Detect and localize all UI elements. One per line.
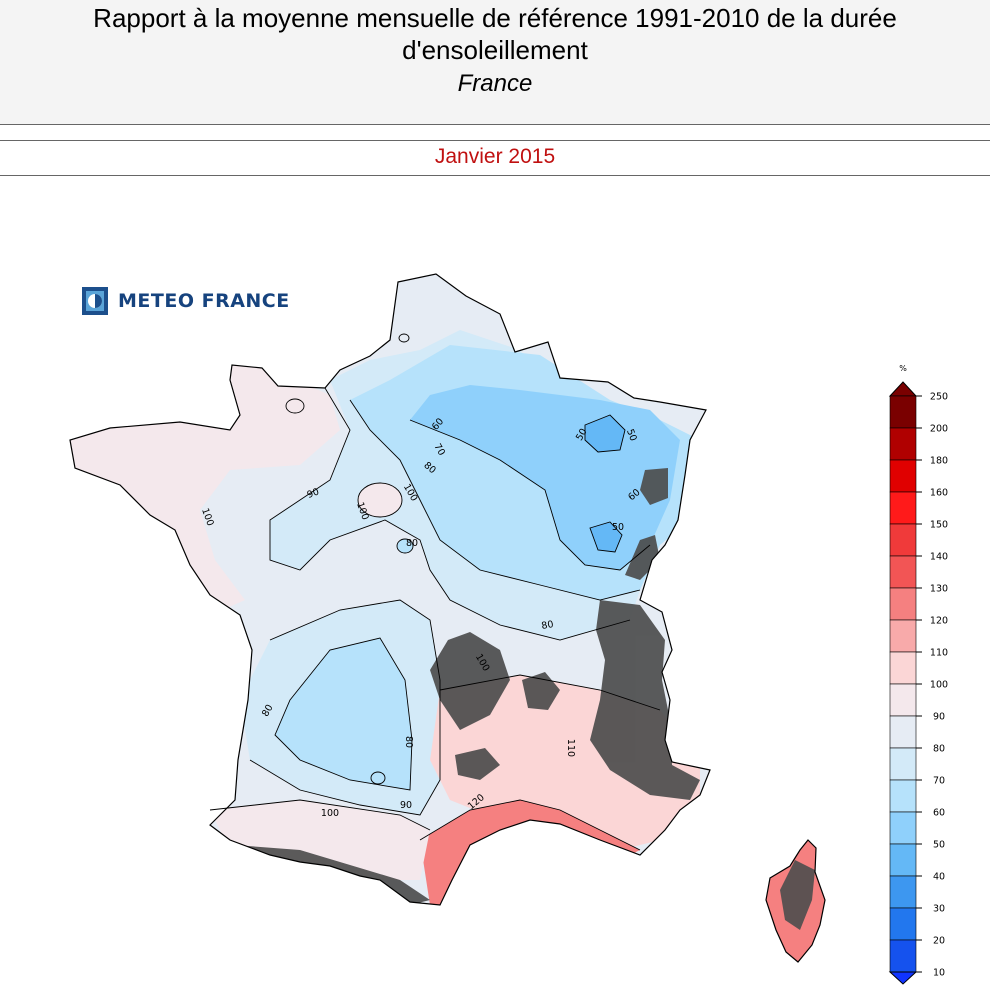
legend-tick-label: 160 xyxy=(930,488,948,499)
france-fill xyxy=(70,274,710,905)
contour-label: 70 xyxy=(431,442,447,458)
header: Rapport à la moyenne mensuelle de référe… xyxy=(0,0,990,125)
legend-tick-label: 50 xyxy=(933,840,945,851)
legend-tick-label: 110 xyxy=(930,648,948,659)
contour-label: 50 xyxy=(612,522,624,533)
legend-tick-label: 10 xyxy=(933,968,945,979)
legend-band xyxy=(889,683,917,717)
legend-tick-label: 180 xyxy=(930,456,948,467)
legend-tick-label: 150 xyxy=(930,520,948,531)
legend-band xyxy=(889,715,917,749)
contour-label: 90 xyxy=(400,800,412,811)
contour-label: 80 xyxy=(541,619,555,632)
period-label: Janvier 2015 xyxy=(434,145,556,168)
legend-band xyxy=(889,427,917,461)
legend-tick-label: 80 xyxy=(933,744,945,755)
contour-label: 90 xyxy=(306,486,321,500)
corsica-fill xyxy=(766,840,825,962)
legend-band xyxy=(889,587,917,621)
contour-label: 80 xyxy=(403,736,414,748)
legend-tick-label: 90 xyxy=(933,712,945,723)
legend-tick-label: 30 xyxy=(933,904,945,915)
legend-tick-label: 120 xyxy=(930,616,948,627)
legend-tick-label: 60 xyxy=(933,808,945,819)
legend-band xyxy=(889,651,917,685)
map-title: Rapport à la moyenne mensuelle de référe… xyxy=(93,3,897,65)
contour-label: 50 xyxy=(624,428,638,443)
legend-band xyxy=(889,779,917,813)
meteo-france-logo-icon xyxy=(82,287,108,315)
legend-unit: % xyxy=(899,364,907,373)
legend-tick-label: 40 xyxy=(933,872,945,883)
legend-tick-label: 250 xyxy=(930,392,948,403)
legend-band xyxy=(889,939,917,973)
legend-band xyxy=(889,459,917,493)
legend-tick-label: 140 xyxy=(930,552,948,563)
legend-band xyxy=(889,395,917,429)
period-bar: Janvier 2015 xyxy=(0,140,990,176)
legend-band xyxy=(889,811,917,845)
legend-tick-label: 100 xyxy=(930,680,948,691)
legend-band xyxy=(889,747,917,781)
legend-band xyxy=(889,491,917,525)
meteo-france-logo-text: METEO FRANCE xyxy=(118,290,290,312)
map-subtitle: France xyxy=(457,70,533,97)
legend-band xyxy=(889,555,917,589)
legend-band xyxy=(889,523,917,557)
legend-tick-label: 130 xyxy=(930,584,948,595)
legend-tick-label: 200 xyxy=(930,424,948,435)
legend-arrow-top xyxy=(888,381,918,397)
legend-tick-label: 70 xyxy=(933,776,945,787)
contour-label: 80 xyxy=(260,703,276,719)
legend-tick-label: 20 xyxy=(933,936,945,947)
legend-band xyxy=(889,619,917,653)
legend-band xyxy=(889,843,917,877)
contour-label: 50 xyxy=(574,427,590,443)
contour-label: 80 xyxy=(406,538,418,549)
legend-arrow-bottom xyxy=(888,971,918,985)
isolines xyxy=(209,333,661,851)
contour-label: 110 xyxy=(565,739,576,757)
legend-band xyxy=(889,875,917,909)
contour-label: 100 xyxy=(321,808,339,819)
legend-band xyxy=(889,907,917,941)
legend-ticks: 250 200 180 160 150 140 130 120 110 100 90 80 70 60 50… xyxy=(916,392,948,979)
meteo-france-logo: METEO FRANCE xyxy=(82,287,290,315)
legend: % 250 200 180 160 150 140 130 120 110 100 90 80 70 60… xyxy=(888,364,948,985)
legend-bands xyxy=(888,381,918,985)
